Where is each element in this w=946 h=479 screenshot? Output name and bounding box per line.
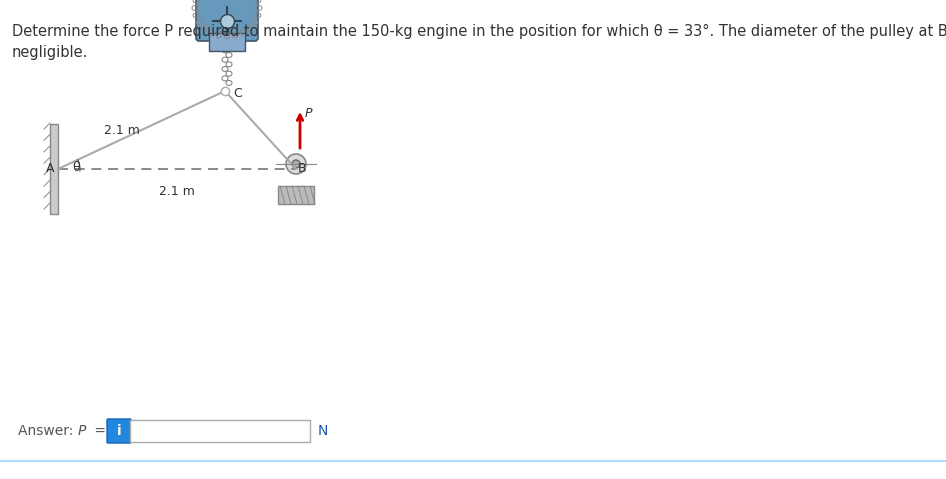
Bar (50, 124, 58, 214)
Text: 2.1 m: 2.1 m (103, 124, 139, 137)
Text: Answer:: Answer: (18, 424, 78, 438)
Text: A: A (45, 162, 54, 175)
Bar (209, 33, 245, 51)
FancyBboxPatch shape (196, 0, 258, 41)
FancyBboxPatch shape (107, 419, 131, 443)
Bar (130, 420, 310, 442)
Text: =: = (90, 424, 111, 438)
Bar (278, 186, 314, 204)
Circle shape (292, 160, 300, 168)
Text: P: P (78, 424, 86, 438)
Text: C: C (233, 87, 242, 100)
Text: i: i (116, 424, 121, 438)
Text: θ: θ (72, 161, 79, 174)
Circle shape (286, 154, 306, 174)
Text: P: P (305, 107, 312, 120)
Text: B: B (298, 162, 307, 175)
Text: Determine the force P required to maintain the 150-kg engine in the position for: Determine the force P required to mainta… (12, 24, 946, 60)
Text: N: N (318, 424, 328, 438)
Text: 2.1 m: 2.1 m (159, 184, 195, 197)
